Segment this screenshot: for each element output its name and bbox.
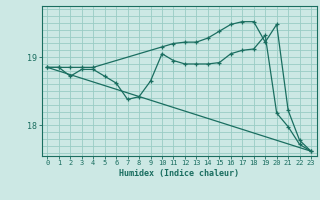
X-axis label: Humidex (Indice chaleur): Humidex (Indice chaleur) [119,169,239,178]
